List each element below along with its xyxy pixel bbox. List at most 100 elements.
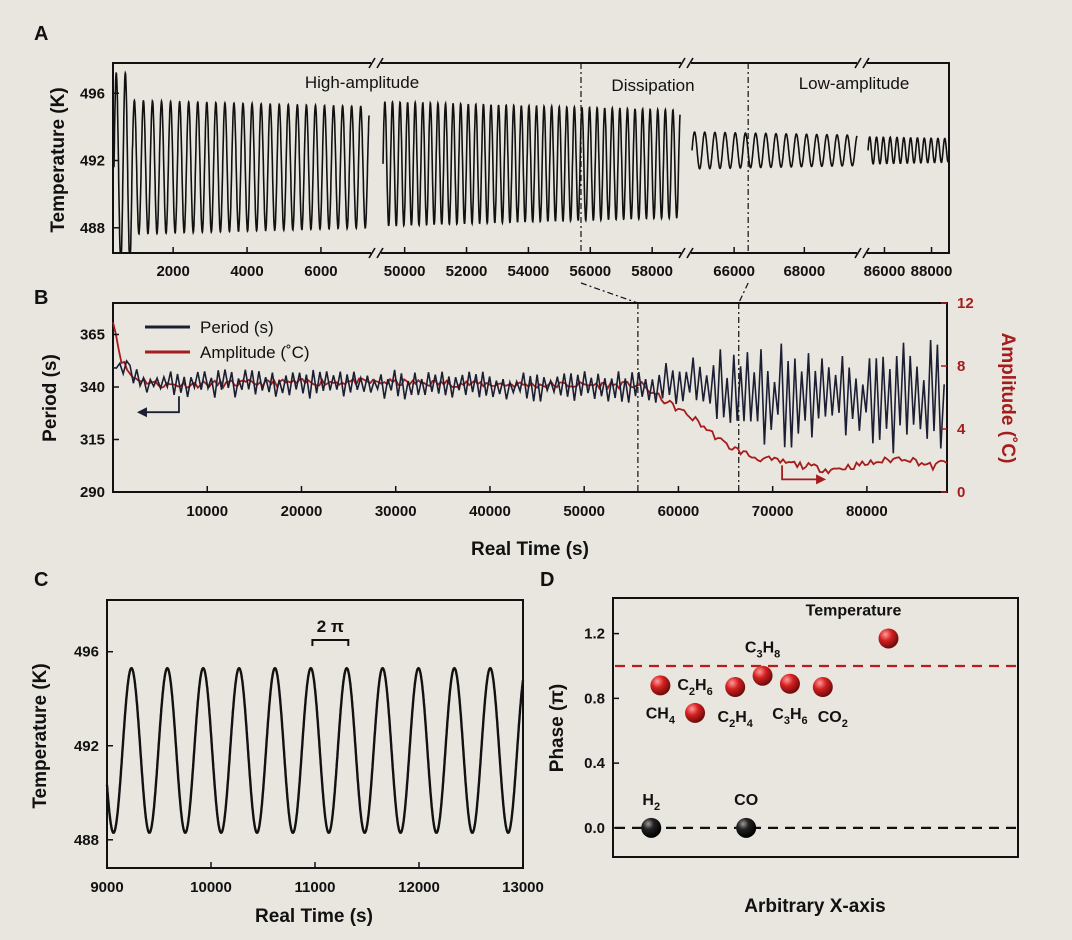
x-tick-label: 56000 [569, 263, 611, 280]
x-tick-label: 12000 [398, 879, 440, 896]
temperature-segment-3 [691, 131, 858, 170]
x-tick-label: 86000 [864, 263, 906, 280]
axis-break-slash [368, 247, 376, 259]
region-low-amplitude: Low-amplitude [799, 74, 910, 93]
point-label: H2 [642, 792, 660, 813]
point-label: C3H8 [745, 640, 780, 661]
x-tick-label: 30000 [375, 503, 417, 520]
y-tick-label: 1.2 [584, 626, 605, 643]
period-axis-arrowhead [136, 407, 147, 418]
panel-c-letter: C [34, 569, 48, 591]
point-label: CH4 [646, 705, 676, 726]
x-tick-label: 66000 [713, 263, 755, 280]
legend-amplitude-label: Amplitude (˚C) [200, 343, 310, 362]
panel-b-x-ticks: 10000 20000 30000 40000 50000 60000 70000 80000 [186, 486, 888, 520]
left-tick-label: 315 [80, 432, 105, 449]
panel-c-y-ticks: 488 492 496 [74, 644, 113, 849]
x-tick-label: 70000 [752, 503, 794, 520]
panel-b-frame [112, 302, 948, 493]
left-tick-label: 365 [80, 327, 105, 344]
y-tick-label: 496 [74, 644, 99, 661]
x-tick-label: 58000 [631, 263, 673, 280]
axis-break-slash [376, 247, 384, 259]
x-tick-label: 9000 [90, 879, 123, 896]
x-tick-label: 13000 [502, 879, 544, 896]
point-marker [779, 673, 800, 694]
axis-break-slash [376, 57, 384, 69]
period-axis-arrow [138, 396, 180, 414]
panel-a-letter: A [34, 23, 48, 45]
panel-d-y-axis-label: Phase (π) [547, 684, 568, 772]
region-high-amplitude: High-amplitude [305, 73, 419, 92]
legend-period-label: Period (s) [200, 318, 274, 337]
region-dissipation: Dissipation [611, 76, 694, 95]
panel-c-x-axis-label: Real Time (s) [255, 906, 373, 927]
panel-b-x-axis-label: Real Time (s) [471, 539, 589, 560]
panel-b-right-ticks: 0 4 8 12 [941, 295, 974, 501]
y-tick-label: 496 [80, 85, 105, 102]
x-tick-label: 6000 [304, 263, 337, 280]
x-tick-label: 80000 [846, 503, 888, 520]
axis-break-gap [371, 58, 381, 68]
x-tick-label: 50000 [384, 263, 426, 280]
series-amplitude [112, 322, 948, 475]
axis-break-slash [854, 57, 862, 69]
series-temperature [105, 666, 525, 834]
left-tick-label: 290 [80, 484, 105, 501]
panel-d-letter: D [540, 569, 554, 591]
temperature-segment-4 [867, 135, 949, 165]
point-marker [878, 628, 899, 649]
point-marker [752, 665, 773, 686]
axis-break-gap [681, 248, 691, 258]
x-tick-label: 10000 [190, 879, 232, 896]
x-tick-label: 40000 [469, 503, 511, 520]
panel-d-y-ticks: 0.0 0.4 0.8 1.2 [584, 626, 619, 837]
axis-break-slash [854, 247, 862, 259]
axis-break-gap [371, 248, 381, 258]
left-tick-label: 340 [80, 379, 105, 396]
x-tick-label: 50000 [563, 503, 605, 520]
panel-c-x-ticks: 9000 10000 11000 12000 13000 [90, 862, 544, 896]
temperature-segment-1 [113, 70, 370, 253]
panel-a-y-ticks: 488 492 496 [80, 85, 119, 237]
panel-a-frame [112, 62, 950, 254]
axis-break-slash [686, 57, 694, 69]
panel-b-letter: B [34, 287, 48, 309]
point-label: C3H6 [772, 706, 807, 727]
panel-d-x-axis-label: Arbitrary X-axis [744, 896, 886, 917]
panel-b-left-ticks: 290 315 340 365 [80, 327, 119, 501]
period-bracket [311, 638, 350, 646]
right-tick-label: 8 [957, 358, 965, 375]
series-period [112, 339, 945, 454]
y-tick-label: 488 [80, 220, 105, 237]
point-label: CO [734, 792, 758, 809]
panel-b-series [112, 322, 948, 475]
axis-break-slash [678, 247, 686, 259]
point-marker [812, 677, 833, 698]
x-tick-label: 60000 [658, 503, 700, 520]
panel-c: 488 492 496 9000 10000 11000 12000 13000 2 π T… [30, 599, 544, 927]
y-tick-label: 492 [80, 153, 105, 170]
axis-break-slash [678, 57, 686, 69]
x-tick-label: 2000 [156, 263, 189, 280]
y-tick-label: 0.8 [584, 690, 605, 707]
panel-b-left-axis-label: Period (s) [40, 354, 61, 442]
amplitude-axis-arrow [781, 465, 825, 481]
dashed-connector [738, 282, 749, 304]
point-label: CO2 [818, 709, 848, 730]
x-tick-label: 20000 [281, 503, 323, 520]
amplitude-axis-arrowhead [816, 474, 827, 485]
point-marker [650, 675, 671, 696]
panel-a-axis-breaks [368, 57, 870, 259]
panel-a: 488 492 496 2000 4000 6000 50000 52000 54000 560… [48, 57, 952, 280]
axis-break-slash [862, 57, 870, 69]
panel-b-legend: Period (s) Amplitude (˚C) [145, 318, 310, 362]
dashed-connector [580, 282, 639, 304]
x-tick-label: 54000 [508, 263, 550, 280]
panel-d-frame [612, 597, 1019, 858]
x-tick-label: 4000 [230, 263, 263, 280]
right-tick-label: 4 [957, 421, 966, 438]
